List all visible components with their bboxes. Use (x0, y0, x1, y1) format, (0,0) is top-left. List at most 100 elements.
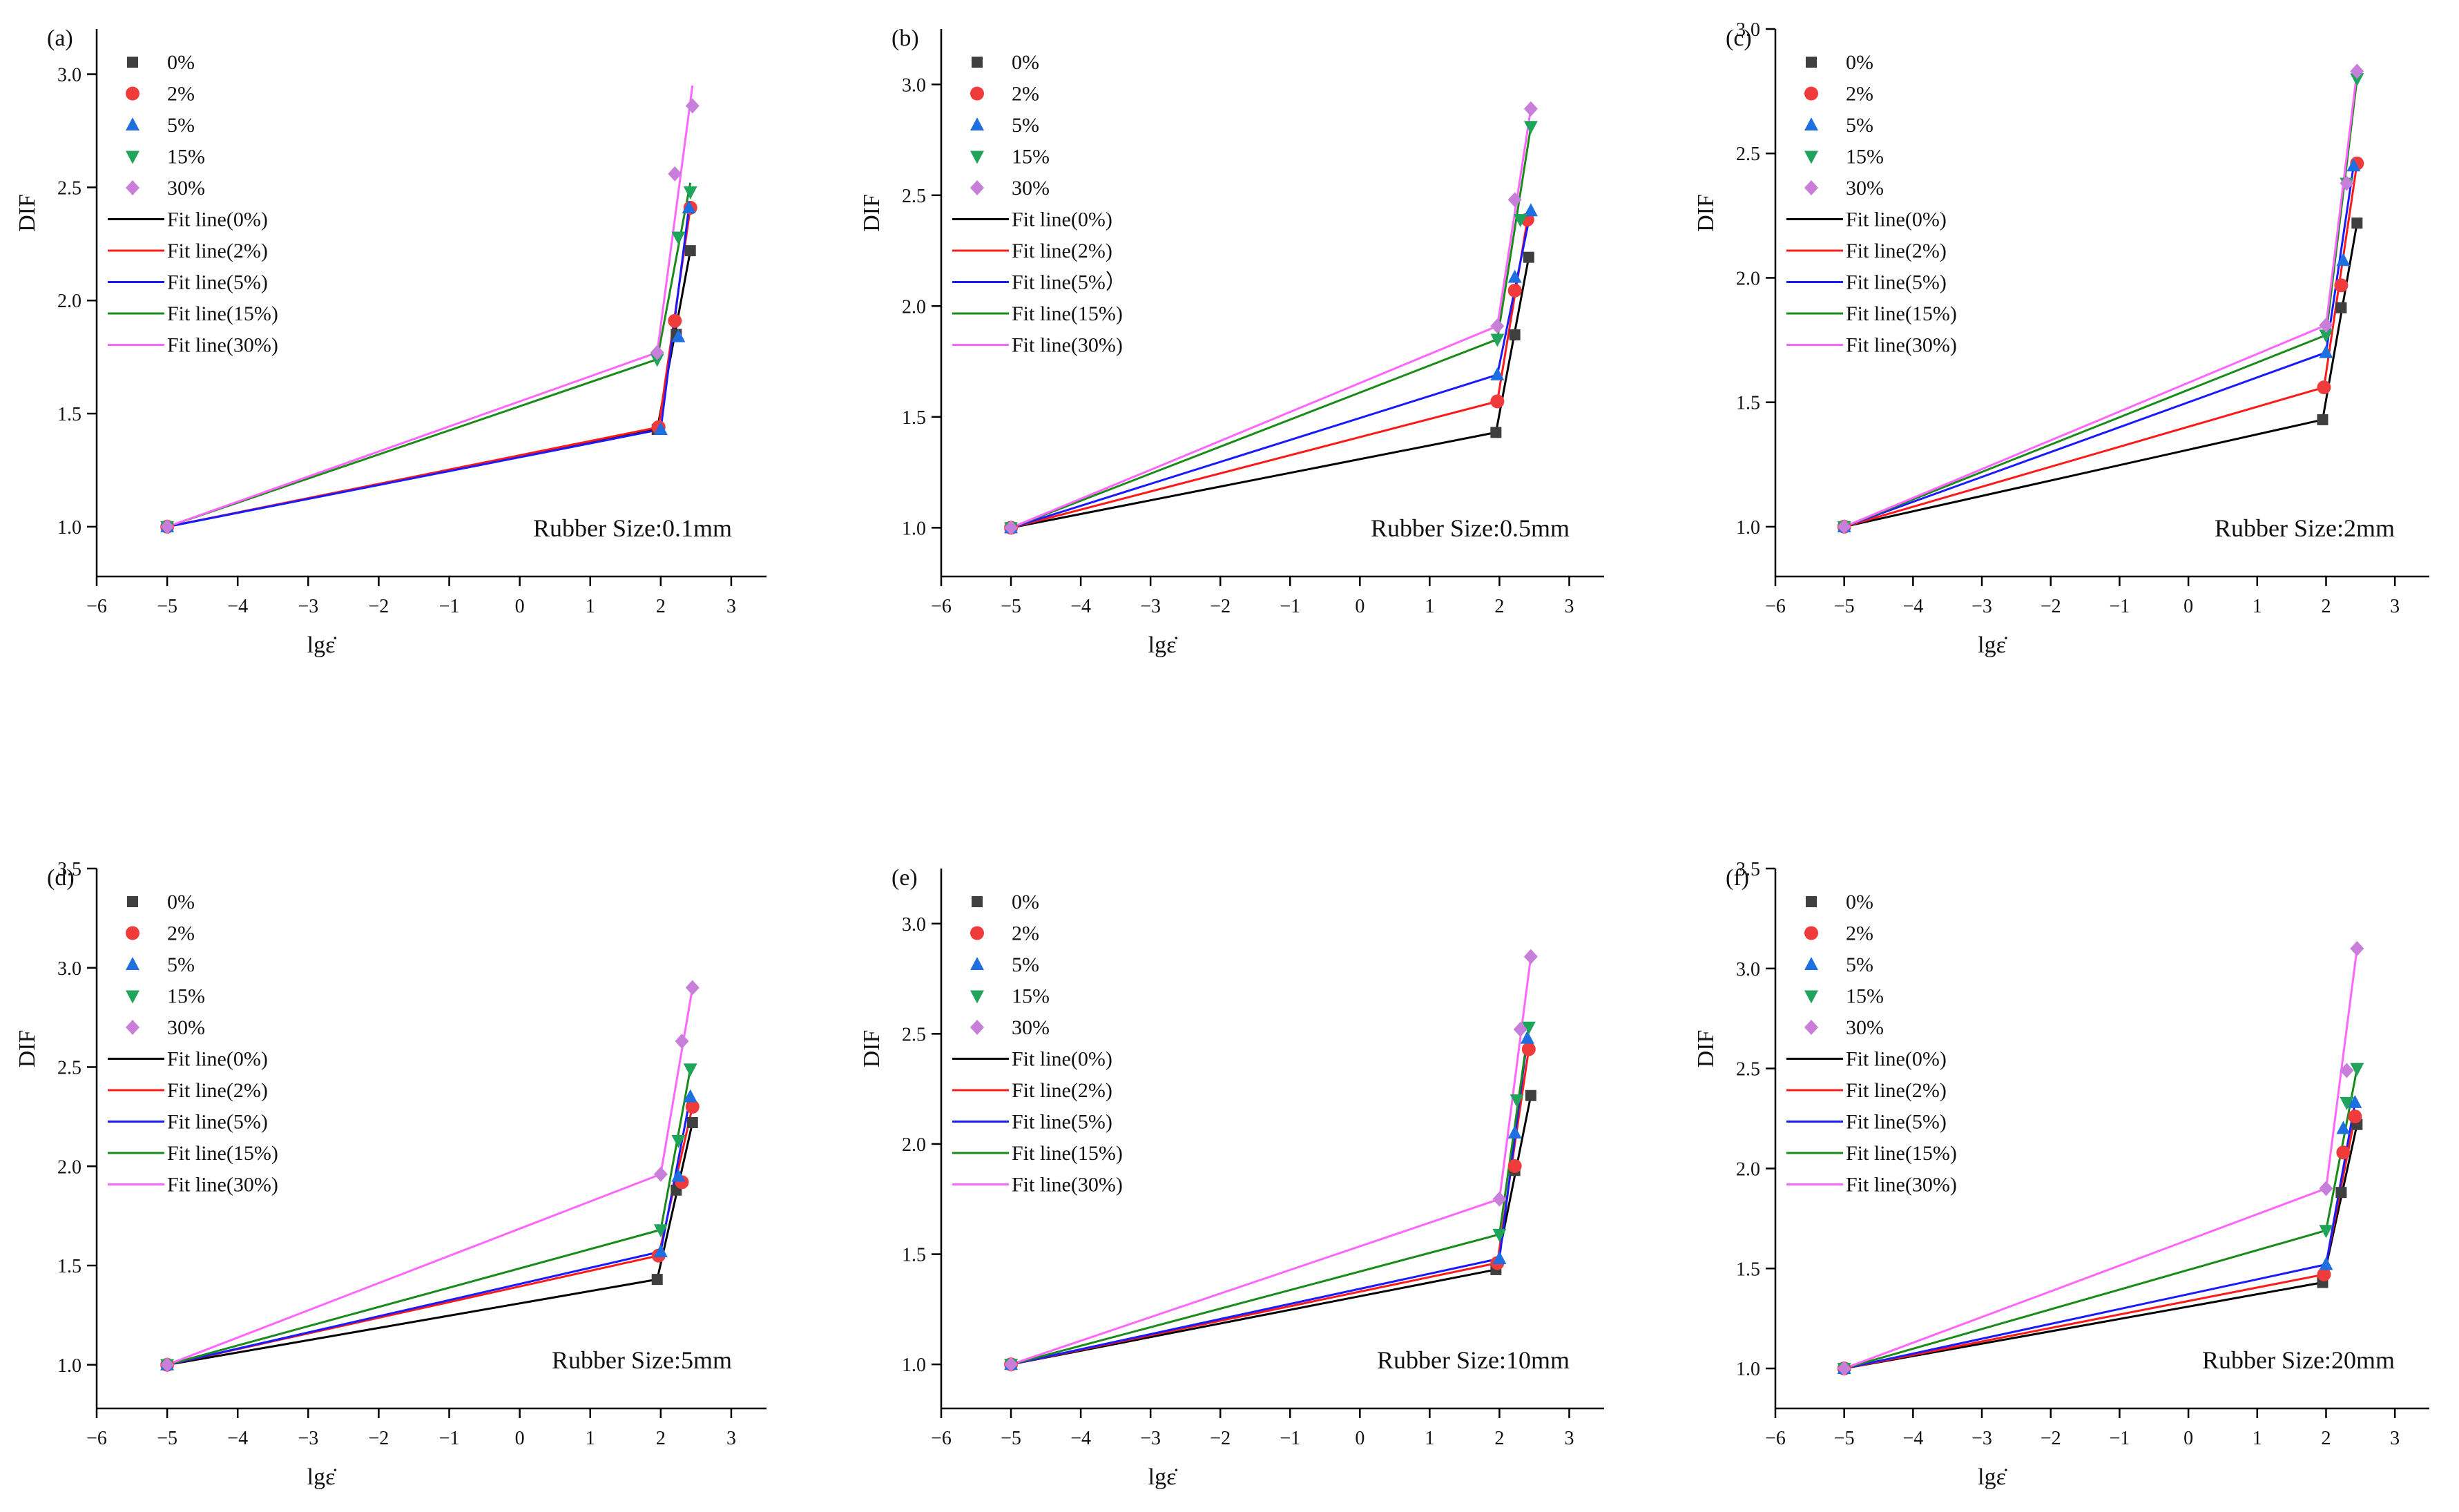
data-point (1490, 318, 1505, 334)
y-tick-label: 2.0 (57, 291, 81, 312)
legend-label: 0% (1846, 51, 1873, 74)
x-tick-label: 1 (1425, 1428, 1434, 1449)
panel-label: (f) (1726, 865, 1749, 891)
legend-label: Fit line(5%) (1846, 271, 1947, 294)
x-tick-label: 2 (1494, 1428, 1504, 1449)
legend-label: Fit line(0%) (1846, 1048, 1947, 1071)
y-axis-label: DIF (859, 194, 885, 232)
y-tick-label: 1.0 (902, 1355, 926, 1376)
x-tick-label: 2 (656, 1428, 666, 1449)
data-point (668, 313, 682, 328)
data-point (2336, 1121, 2351, 1134)
data-point (1507, 1125, 1522, 1139)
legend-label: Fit line(30%) (1846, 1174, 1957, 1196)
x-tick-label: −6 (931, 1428, 952, 1449)
y-tick-label: 1.0 (1736, 517, 1760, 539)
x-tick-label: −1 (1280, 1428, 1300, 1449)
legend-label: 2% (1846, 83, 1873, 106)
legend-label: Fit line(2%) (1846, 1079, 1947, 1102)
x-tick-label: −5 (157, 1428, 177, 1449)
legend-label: 5% (1012, 114, 1039, 137)
y-tick-label: 3.5 (1736, 859, 1760, 880)
x-tick-label: −2 (2041, 1428, 2061, 1449)
data-point (1525, 1089, 1536, 1101)
y-tick-label: 1.5 (57, 404, 81, 425)
x-tick-label: −6 (86, 1428, 107, 1449)
rubber-size-annotation: Rubber Size:0.1mm (533, 514, 732, 542)
chart-panel: −6 −5 −4 −3 −2 −1 0 1 2 3 1.0 1.5 2.0 2.5 3.0 lgε̇ DIF (c… (1693, 19, 2429, 658)
legend-label: 15% (167, 146, 205, 168)
data-point (2350, 73, 2364, 87)
data-point (668, 166, 682, 182)
legend-marker (1804, 1020, 1818, 1035)
x-tick-label: 1 (1425, 596, 1434, 617)
data-point (2335, 302, 2347, 313)
data-point (685, 98, 700, 114)
data-point (683, 1063, 697, 1077)
y-tick-label: 2.5 (1736, 144, 1760, 165)
chart-panel: −6 −5 −4 −3 −2 −1 0 1 2 3 1.0 1.5 2.0 2.5 3.0 3.5 lgε̇ DI… (1693, 859, 2429, 1490)
legend-label: Fit line(30%) (167, 334, 278, 357)
legend-label: Fit line(15%) (1012, 1142, 1123, 1165)
y-axis-label: DIF (1693, 194, 1719, 232)
legend-label: Fit line(15%) (1846, 302, 1957, 325)
legend-marker (1806, 896, 1817, 907)
legend-label: 2% (1012, 922, 1039, 945)
legend-marker (1804, 990, 1818, 1004)
panel-label: (a) (47, 26, 73, 51)
data-point (2319, 345, 2333, 358)
legend-label: Fit line(5%) (167, 1111, 268, 1134)
rubber-size-annotation: Rubber Size:0.5mm (1371, 514, 1570, 542)
data-point (653, 1166, 668, 1182)
x-tick-label: 0 (2183, 1428, 2193, 1449)
panel-label: (c) (1726, 26, 1752, 51)
legend-label: 30% (1846, 177, 1884, 200)
legend-label: Fit line(30%) (167, 1174, 278, 1196)
data-point (684, 245, 696, 257)
data-point (2340, 175, 2354, 191)
y-tick-label: 2.0 (902, 296, 926, 318)
data-point (2346, 158, 2361, 172)
data-point (2351, 217, 2363, 229)
legend-marker (126, 117, 139, 130)
legend-label: 5% (1012, 953, 1039, 976)
legend-marker (972, 896, 983, 907)
y-tick-label: 3.0 (57, 958, 81, 980)
data-point (686, 1117, 698, 1128)
data-point (1837, 518, 1851, 534)
x-tick-label: 3 (1564, 1428, 1574, 1449)
data-point (1492, 1228, 1507, 1242)
legend-label: 0% (167, 891, 195, 913)
data-point (2317, 414, 2328, 425)
legend-label: 0% (1012, 51, 1039, 74)
data-point (682, 200, 696, 213)
legend-label: 5% (1846, 114, 1873, 137)
data-point (1490, 367, 1505, 380)
legend-label: 15% (1846, 146, 1884, 168)
legend-marker (1804, 86, 1818, 101)
data-point (2335, 1187, 2347, 1199)
legend-marker (127, 57, 138, 68)
data-point (1492, 1250, 1507, 1264)
legend-label: Fit line(0%) (167, 1048, 268, 1071)
legend-marker (1804, 151, 1818, 164)
y-tick-label: 2.0 (57, 1156, 81, 1178)
x-tick-label: −6 (1765, 1428, 1786, 1449)
data-point (685, 980, 700, 996)
chart-panel: −6 −5 −4 −3 −2 −1 0 1 2 3 1.0 1.5 2.0 2.5 3.0 lgε̇ DIF (b… (859, 26, 1604, 658)
y-tick-label: 1.0 (57, 1355, 81, 1377)
legend-label: Fit line(30%) (1846, 334, 1957, 357)
x-tick-label: 0 (515, 1428, 525, 1449)
legend-label: 0% (1012, 891, 1039, 913)
legend-label: 5% (167, 953, 195, 976)
x-tick-label: −3 (298, 596, 318, 617)
data-point (683, 186, 697, 200)
legend-label: Fit line(0%) (167, 209, 268, 231)
x-tick-label: −2 (2041, 596, 2061, 617)
y-tick-label: 2.5 (1736, 1059, 1760, 1080)
legend-marker (970, 1020, 984, 1035)
y-axis-label: DIF (15, 194, 40, 232)
legend-label: Fit line(5%) (1012, 1111, 1112, 1134)
legend-label: 2% (167, 922, 195, 945)
